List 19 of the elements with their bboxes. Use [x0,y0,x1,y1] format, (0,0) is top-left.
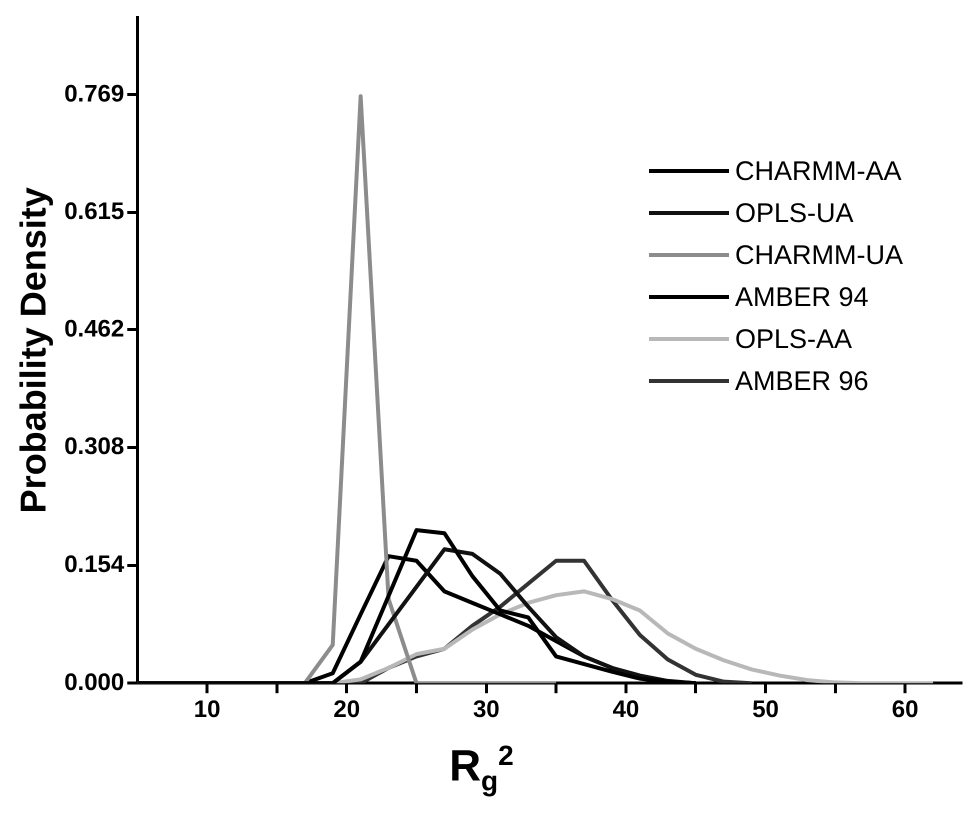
x-tick-label: 50 [752,696,779,724]
legend-label: AMBER 96 [735,365,869,398]
y-tick-label: 0.154 [64,550,125,578]
y-tick-label: 0.308 [64,433,124,460]
x-tick-label: 40 [612,696,640,724]
legend-label: OPLS-UA [735,197,854,230]
y-tick-label: 0.462 [64,315,124,342]
y-tick-label: 0.615 [64,198,124,226]
y-axis-title: Probability Density [12,187,54,514]
legend-label: OPLS-AA [735,323,852,356]
x-tick-label: 20 [333,696,360,724]
legend-label: CHARMM-UA [735,239,903,272]
legend-label: AMBER 94 [735,281,869,314]
x-tick-label: 30 [472,696,500,724]
x-tick-label: 10 [194,696,220,724]
y-tick-label: 0.769 [64,80,124,108]
legend-label: CHARMM-AA [735,155,902,188]
y-tick-label: 0.000 [64,668,124,696]
x-tick-label: 60 [892,696,919,724]
